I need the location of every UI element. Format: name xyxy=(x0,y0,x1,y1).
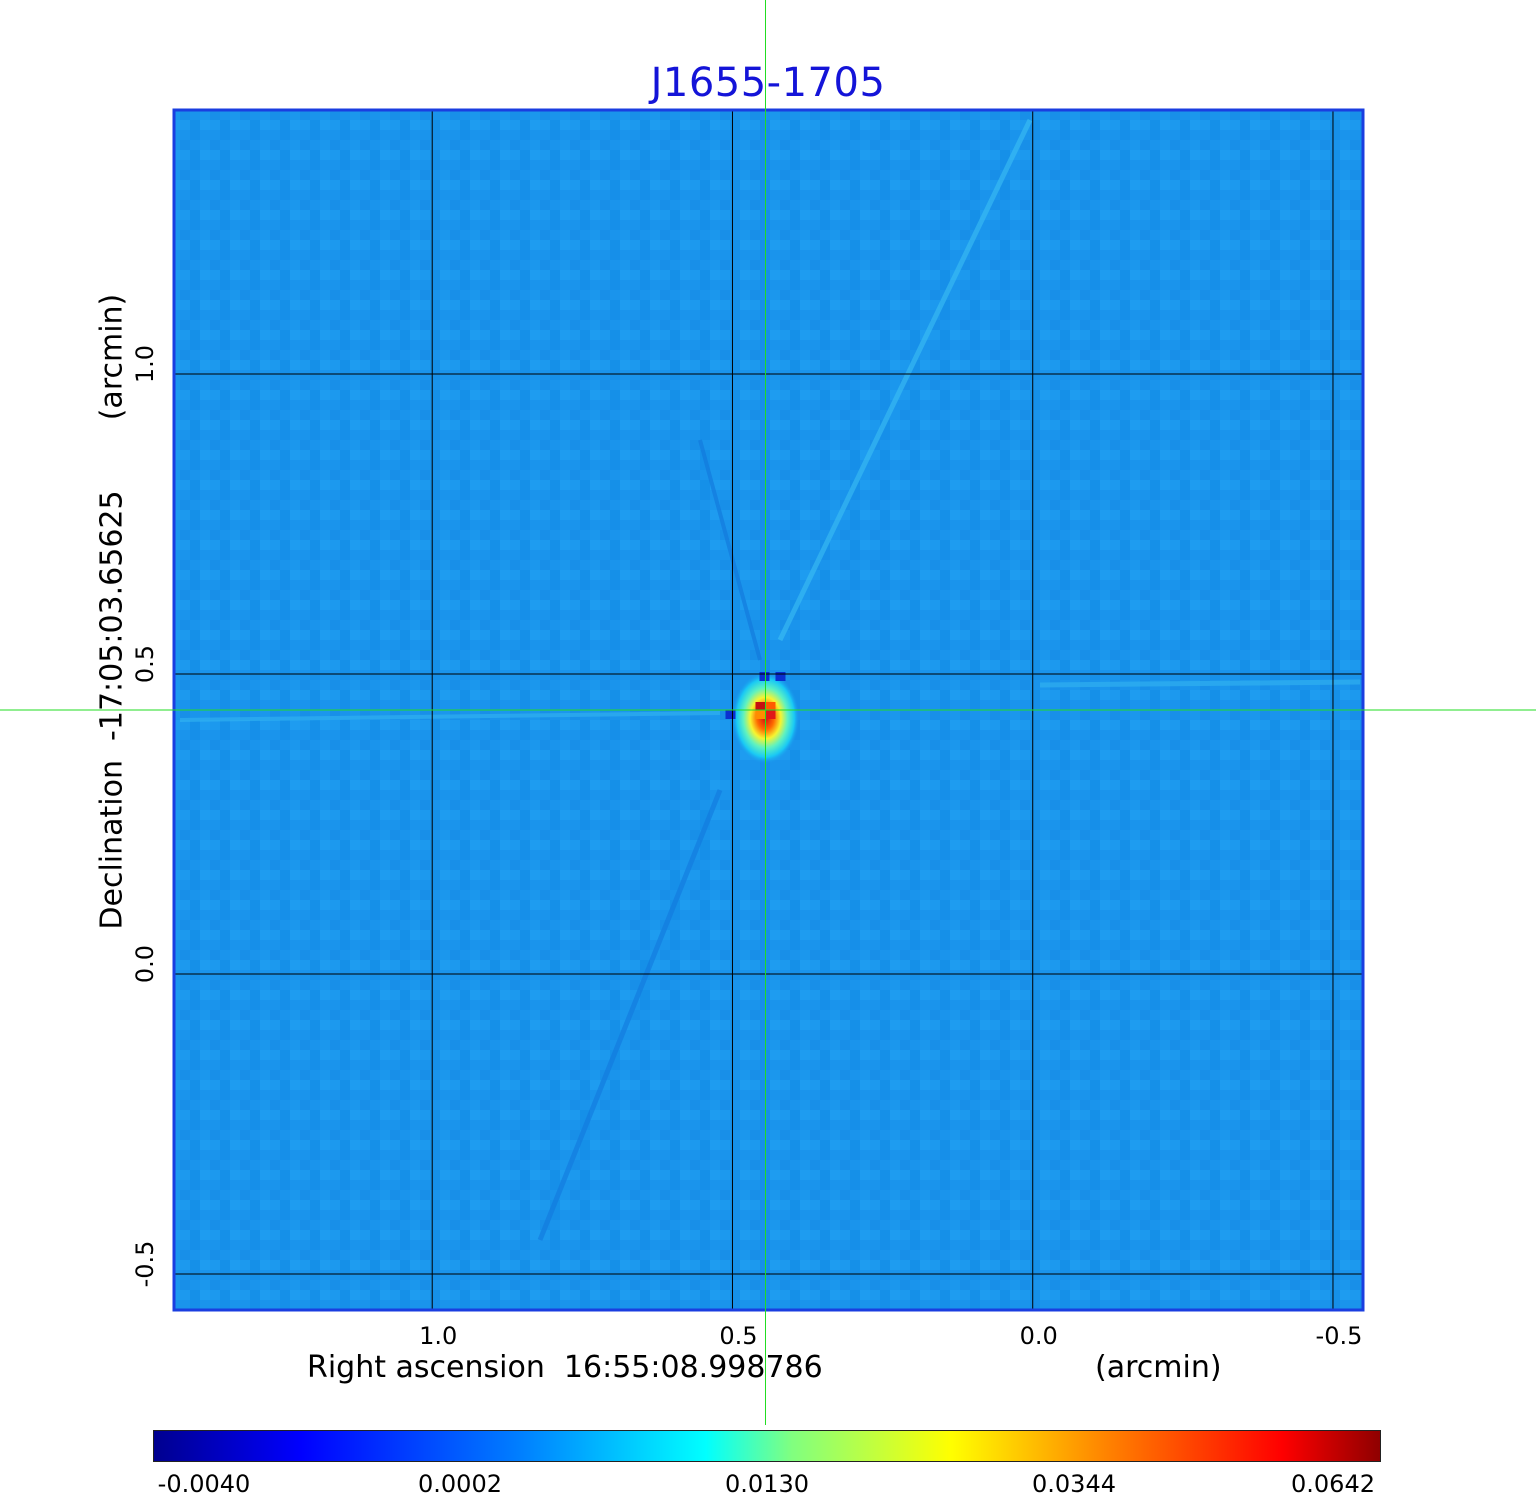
colorbar-tick-label: -0.0040 xyxy=(157,1470,251,1498)
x-tick-label: -0.5 xyxy=(1315,1322,1363,1350)
colorbar-tick-label: 0.0130 xyxy=(725,1470,809,1498)
negative-pixel xyxy=(759,672,770,681)
y-tick-label: 0.0 xyxy=(131,944,159,984)
source-pixel xyxy=(755,710,766,719)
y-tick-label: -0.5 xyxy=(131,1240,159,1288)
colorbar-tick-label: 0.0344 xyxy=(1032,1470,1116,1498)
source-pixel xyxy=(765,710,776,719)
colorbar xyxy=(153,1430,1381,1462)
y-axis-unit: (arcmin) xyxy=(94,293,130,421)
sidelobe-streaks xyxy=(179,118,1361,1241)
y-tick-label: 0.5 xyxy=(131,644,159,684)
y-axis-label: Declination -17:05:03.65625 xyxy=(94,490,130,930)
x-axis-unit: (arcmin) xyxy=(1095,1350,1222,1385)
image-plot xyxy=(0,0,1536,1425)
x-axis-label: Right ascension 16:55:08.998786 xyxy=(307,1350,823,1385)
x-tick-label: 0.0 xyxy=(1019,1322,1058,1350)
negative-pixel xyxy=(725,710,736,719)
source-pixel xyxy=(765,702,776,711)
x-tick-label: 1.0 xyxy=(419,1322,458,1350)
negative-pixel xyxy=(775,672,786,681)
colorbar-tick-label: 0.0642 xyxy=(1291,1470,1375,1498)
colorbar-tick-label: 0.0002 xyxy=(418,1470,502,1498)
y-tick-label: 1.0 xyxy=(131,344,159,384)
crosshair xyxy=(0,0,1536,1425)
x-tick-label: 0.5 xyxy=(719,1322,758,1350)
chart-title: J1655-1705 xyxy=(650,60,886,106)
source-pixel xyxy=(755,702,766,711)
